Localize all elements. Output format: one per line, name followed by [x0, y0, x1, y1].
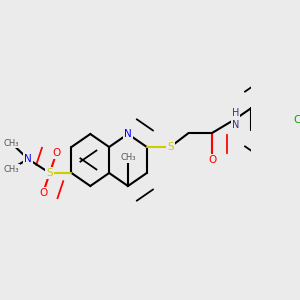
Text: O: O — [52, 148, 61, 158]
Text: CH₃: CH₃ — [4, 164, 19, 173]
Text: S: S — [167, 142, 173, 152]
Text: S: S — [46, 168, 53, 178]
Text: O: O — [39, 188, 47, 198]
Text: O: O — [208, 155, 216, 165]
Text: N: N — [24, 154, 32, 164]
Text: Cl: Cl — [293, 115, 300, 125]
Text: CH₃: CH₃ — [4, 139, 19, 148]
Text: N: N — [124, 129, 132, 139]
Text: H
N: H N — [232, 108, 239, 130]
Text: CH₃: CH₃ — [120, 154, 136, 163]
